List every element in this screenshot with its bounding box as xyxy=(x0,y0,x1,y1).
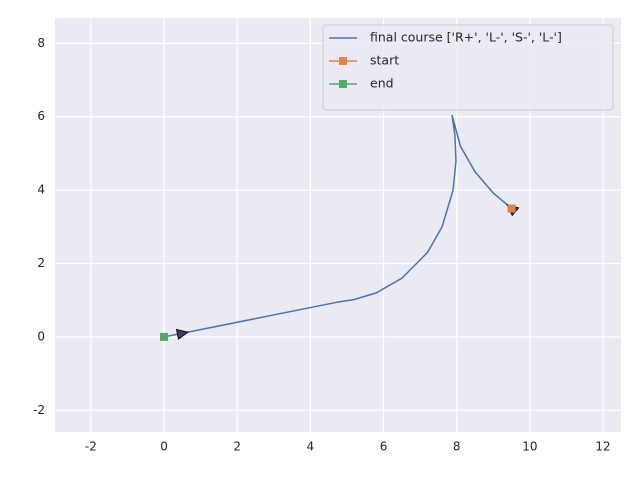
x-tick-label: 8 xyxy=(453,440,461,454)
x-tick-label: 10 xyxy=(522,440,537,454)
x-tick-label: 4 xyxy=(307,440,315,454)
x-tick-label: 0 xyxy=(160,440,168,454)
legend-box xyxy=(322,24,614,111)
y-tick-label: 0 xyxy=(37,329,45,343)
legend-marker xyxy=(339,57,347,65)
legend-label: end xyxy=(370,76,394,91)
y-tick-label: 2 xyxy=(37,256,45,270)
y-tick-label: 4 xyxy=(37,183,45,197)
legend-label: start xyxy=(370,53,399,68)
y-tick-label: 8 xyxy=(37,36,45,50)
marker xyxy=(160,332,169,341)
x-tick-label: 12 xyxy=(595,440,610,454)
x-tick-label: 2 xyxy=(233,440,241,454)
x-tick-label: 6 xyxy=(380,440,388,454)
series-line xyxy=(163,114,513,338)
heading-arrow xyxy=(175,328,190,340)
legend-label: final course ['R+', 'L-', 'S-', 'L-'] xyxy=(370,30,562,45)
y-tick-label: 6 xyxy=(37,109,45,123)
marker xyxy=(507,204,516,213)
legend-marker xyxy=(339,80,347,88)
x-tick-label: -2 xyxy=(85,440,97,454)
y-tick-label: -2 xyxy=(33,403,45,417)
